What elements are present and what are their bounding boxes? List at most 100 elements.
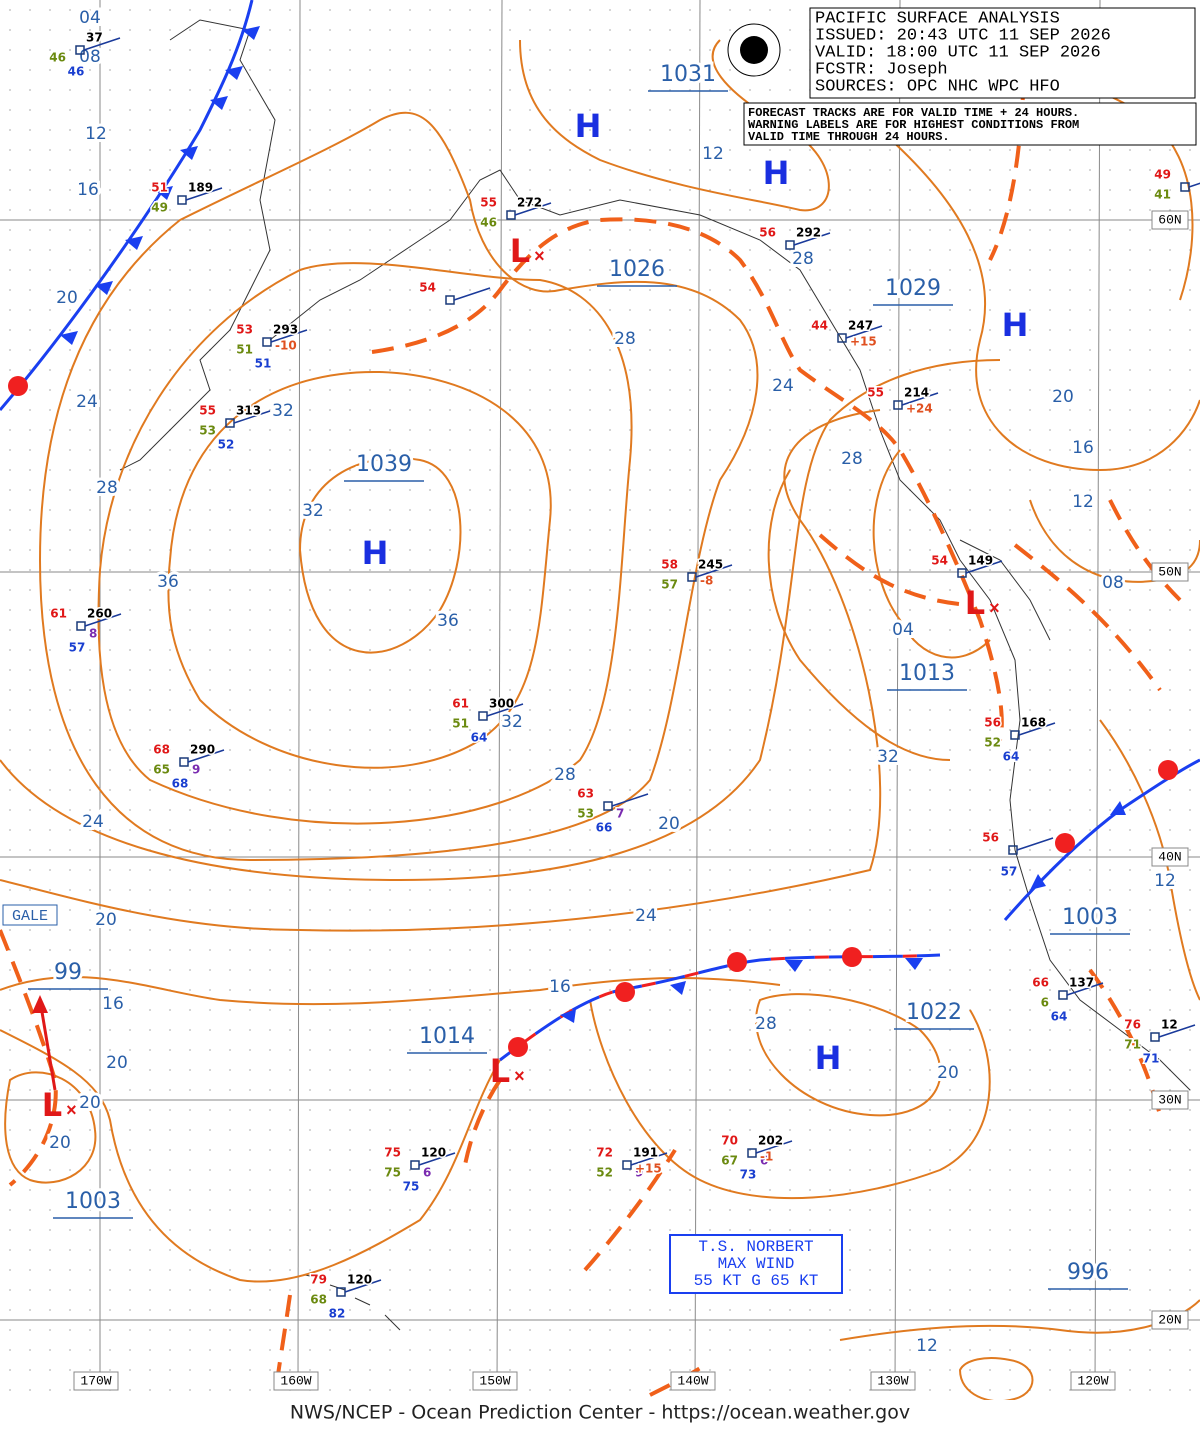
pressure-label: 1003	[1062, 905, 1118, 930]
station-t: 72	[596, 1146, 613, 1160]
station-s: 64	[1051, 1010, 1068, 1024]
station: 66 137 664	[1031, 974, 1104, 1025]
station-d: 41	[1154, 188, 1171, 202]
station-p: 290	[190, 743, 215, 757]
station-s: 66	[596, 821, 613, 835]
station-d: 52	[596, 1166, 613, 1180]
isobar-label: 36	[437, 611, 459, 631]
station-v: 6	[760, 1154, 768, 1168]
isobar-label: 20	[96, 910, 118, 930]
isobar-label: 20	[56, 288, 78, 308]
isobar-label: 32	[302, 501, 324, 521]
isobar-label: 24	[772, 376, 794, 396]
station-p: 120	[421, 1146, 446, 1160]
station-s: 52	[218, 438, 235, 452]
station-tend: +15	[850, 335, 877, 349]
station: 61 260 578	[49, 605, 122, 656]
latitude-box	[1151, 562, 1189, 582]
isobar-label: 12	[1072, 492, 1094, 512]
issued: ISSUED: 20:43 UTC 11 SEP 2026	[815, 26, 1111, 45]
station-d: 67	[721, 1154, 738, 1168]
station: 44 247 +15	[810, 317, 883, 350]
pressure-label: 99	[54, 960, 82, 985]
station-d: 53	[577, 807, 594, 821]
station-p: 313	[236, 404, 261, 418]
isobar-label: 04	[892, 620, 914, 640]
station-p: 300	[489, 697, 514, 711]
station-t: 49	[1154, 168, 1171, 182]
isobar-label: 12	[85, 124, 107, 144]
wind-barb	[514, 202, 552, 216]
station-p: 12	[1161, 1018, 1178, 1032]
station-p: 292	[796, 226, 821, 240]
low-marker: ×	[534, 248, 545, 268]
storm-name: T.S. NORBERT	[698, 1238, 813, 1256]
low-center: L	[510, 232, 530, 270]
pressure-label: 1013	[899, 661, 955, 686]
station-t: 55	[480, 196, 497, 210]
longitude-box	[870, 1371, 916, 1391]
pressure-label: 996	[1067, 1260, 1109, 1285]
station-p: 189	[188, 181, 213, 195]
station-tend: +24	[906, 402, 933, 416]
storm-wind: 55 KT G 65 KT	[694, 1272, 819, 1290]
wind-barb	[965, 560, 1003, 574]
note-line: VALID TIME THROUGH 24 HOURS.	[748, 130, 950, 144]
station-t: 51	[151, 181, 168, 195]
isobar-label: 28	[614, 329, 636, 349]
isobar-label: 32	[272, 401, 294, 421]
station-d: 75	[384, 1166, 401, 1180]
station-v: 7	[616, 807, 624, 821]
latitude-label: 50N	[1158, 564, 1181, 579]
pressure-label: 1022	[906, 1000, 962, 1025]
low-marker: ×	[514, 1068, 525, 1088]
footer: NWS/NCEP - Ocean Prediction Center - htt…	[290, 1402, 910, 1424]
station-tend: -10	[275, 339, 297, 353]
station-s: 57	[1001, 865, 1018, 879]
high-center: H	[575, 107, 602, 145]
longitude-label: 170W	[80, 1373, 111, 1388]
station-d: 6	[1041, 996, 1049, 1010]
pressure-label: 1014	[419, 1024, 475, 1049]
station: 56 292	[758, 224, 831, 250]
wind-barb	[84, 613, 122, 627]
station-t: 56	[759, 226, 776, 240]
station-d: 57	[661, 578, 678, 592]
station-p: 245	[698, 558, 723, 572]
station-d: 51	[452, 717, 469, 731]
wind-barb	[1188, 182, 1200, 188]
wind-barb	[1066, 982, 1104, 996]
isobar-label: 20	[79, 1093, 101, 1113]
station-t: 61	[452, 697, 469, 711]
station-tend: +15	[635, 1162, 662, 1176]
header-box	[809, 7, 1196, 99]
station-p: 149	[968, 554, 993, 568]
station: 56 57	[981, 829, 1054, 880]
wind-barb	[1158, 1024, 1196, 1038]
forecaster: FCSTR: Joseph	[815, 60, 948, 79]
isobar-label: 08	[1102, 573, 1124, 593]
wind-barb	[486, 703, 524, 717]
latitude-label: 40N	[1158, 849, 1181, 864]
isobar-label: 16	[549, 977, 571, 997]
station-t: 75	[384, 1146, 401, 1160]
pressure-label: 1031	[660, 62, 716, 87]
wind-barb	[83, 37, 121, 51]
isobar-label: 12	[1154, 871, 1176, 891]
wind-barb	[185, 187, 223, 201]
pressure-label: 1039	[356, 452, 412, 477]
latitude-box	[1151, 847, 1189, 867]
station-p: 137	[1069, 976, 1094, 990]
station-s: 73	[740, 1168, 757, 1182]
station: 54 149	[930, 552, 1003, 578]
isobars	[0, 39, 1200, 1403]
longitude-box	[73, 1371, 119, 1391]
station-t: 55	[199, 404, 216, 418]
graticule	[0, 0, 1200, 1391]
station: 72 191 52 9+15	[595, 1144, 668, 1181]
note-box	[743, 102, 1197, 146]
isobar-label: 20	[937, 1063, 959, 1083]
note-line: FORECAST TRACKS ARE FOR VALID TIME + 24 …	[748, 106, 1079, 120]
